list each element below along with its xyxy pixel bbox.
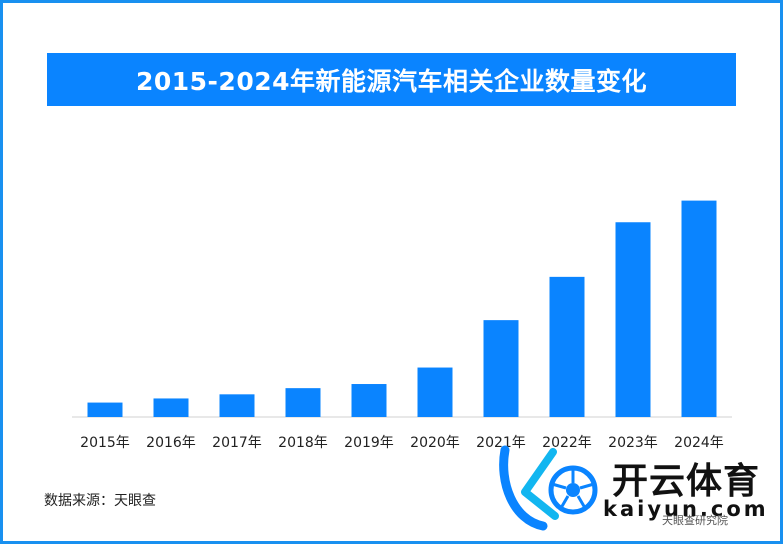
watermark-subtitle: 天眼查研究院: [662, 514, 728, 527]
chart-title: 2015-2024年新能源汽车相关企业数量变化: [135, 66, 648, 96]
bar-8: [615, 222, 651, 417]
x-tick-label: 2017年: [212, 435, 262, 451]
watermark-logo-icon: [499, 445, 598, 531]
watermark-brand: 开云体育: [612, 461, 761, 502]
x-tick-label: 2015年: [80, 435, 130, 451]
x-tick-labels: 2015年 2016年 2017年 2018年 2019年 2020年 2021年 2022年…: [80, 435, 724, 451]
x-tick-label: 2019年: [344, 435, 394, 451]
x-tick-label: 2021年: [476, 435, 526, 451]
bars-group: [87, 200, 717, 417]
data-source-note: 数据来源：天眼查: [44, 493, 156, 509]
watermark-url: kaiyun.com: [603, 497, 769, 521]
title-banner: 2015-2024年新能源汽车相关企业数量变化: [47, 53, 736, 106]
bar-6: [483, 320, 519, 417]
bar-7: [549, 276, 585, 417]
x-tick-label: 2018年: [278, 435, 328, 451]
bar-0: [87, 402, 123, 417]
x-tick-label: 2016年: [146, 435, 196, 451]
x-tick-label: 2024年: [674, 435, 724, 451]
x-tick-label: 2020年: [410, 435, 460, 451]
bar-9: [681, 200, 717, 417]
bar-5: [417, 367, 453, 417]
x-tick-label: 2022年: [542, 435, 592, 451]
x-tick-label: 2023年: [608, 435, 658, 451]
bar-1: [153, 398, 189, 417]
bar-2: [219, 394, 255, 417]
bar-4: [351, 384, 387, 417]
bar-3: [285, 388, 321, 417]
